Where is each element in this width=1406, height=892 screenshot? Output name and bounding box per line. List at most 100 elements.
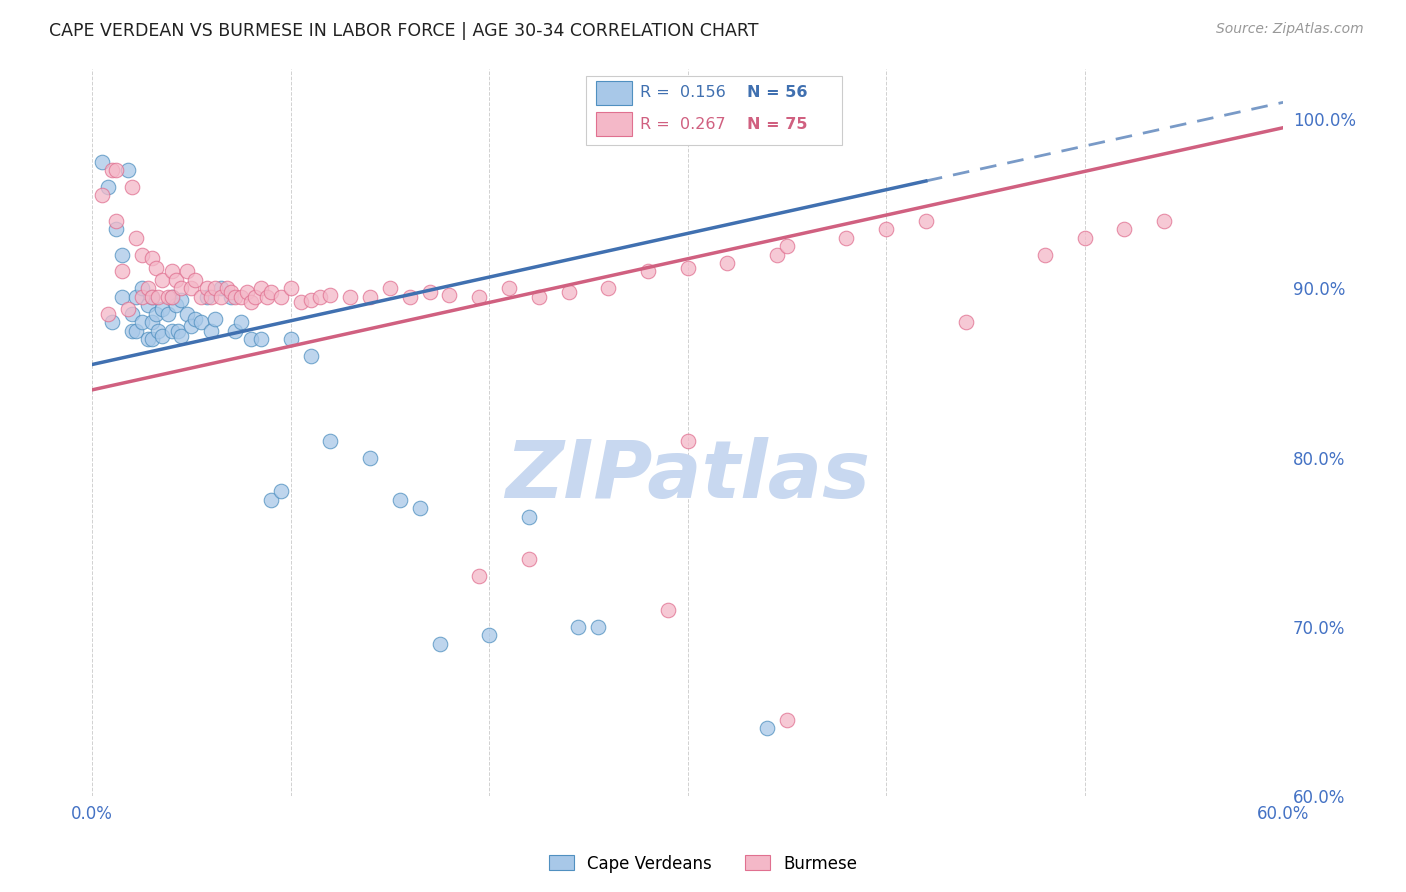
Point — [875, 222, 897, 236]
Point — [156, 307, 179, 321]
Point — [243, 290, 266, 304]
Point — [388, 492, 411, 507]
Point — [184, 311, 207, 326]
Point — [121, 324, 143, 338]
Point — [200, 290, 222, 304]
Point — [141, 251, 163, 265]
Point — [204, 281, 226, 295]
Point — [776, 239, 799, 253]
Point — [955, 315, 977, 329]
Point — [567, 620, 589, 634]
Text: R =  0.267: R = 0.267 — [640, 117, 725, 132]
Point — [131, 247, 153, 261]
Point — [125, 324, 148, 338]
Point — [219, 285, 242, 299]
Point — [339, 290, 361, 304]
FancyBboxPatch shape — [586, 76, 842, 145]
Point — [359, 450, 381, 465]
Point — [160, 290, 183, 304]
Point — [319, 434, 342, 448]
Point — [236, 285, 259, 299]
Point — [165, 298, 187, 312]
Point — [176, 307, 198, 321]
Point — [121, 180, 143, 194]
Point — [145, 307, 167, 321]
Point — [1153, 213, 1175, 227]
Point — [111, 290, 134, 304]
Point — [419, 285, 441, 299]
Point — [224, 290, 246, 304]
Point — [209, 290, 232, 304]
Point — [190, 315, 212, 329]
Point — [217, 281, 239, 295]
Point — [97, 180, 120, 194]
Point — [121, 307, 143, 321]
Point — [111, 247, 134, 261]
Point — [170, 281, 193, 295]
Point — [105, 163, 128, 178]
Point — [657, 603, 679, 617]
Point — [184, 273, 207, 287]
Legend: Cape Verdeans, Burmese: Cape Verdeans, Burmese — [541, 848, 865, 880]
Point — [195, 281, 218, 295]
Point — [160, 264, 183, 278]
Point — [676, 434, 699, 448]
Point — [156, 290, 179, 304]
Point — [309, 290, 332, 304]
Point — [117, 163, 139, 178]
Point — [260, 285, 283, 299]
Point — [150, 273, 173, 287]
Point — [105, 222, 128, 236]
Point — [1033, 247, 1056, 261]
Point — [219, 290, 242, 304]
Point — [160, 324, 183, 338]
Point — [166, 324, 188, 338]
Point — [239, 332, 262, 346]
Point — [637, 264, 659, 278]
Point — [200, 324, 222, 338]
Point — [270, 484, 292, 499]
Point — [131, 281, 153, 295]
Point — [408, 501, 430, 516]
Point — [190, 290, 212, 304]
Point — [125, 230, 148, 244]
Point — [180, 281, 202, 295]
Point — [319, 288, 342, 302]
Point — [195, 290, 218, 304]
Point — [141, 290, 163, 304]
Point — [117, 301, 139, 316]
Point — [766, 247, 789, 261]
Point — [170, 328, 193, 343]
Point — [145, 261, 167, 276]
Point — [180, 318, 202, 333]
Point — [517, 552, 540, 566]
Point — [91, 154, 114, 169]
Point — [141, 315, 163, 329]
Point — [136, 298, 159, 312]
Point — [468, 290, 491, 304]
Point — [101, 163, 124, 178]
Point — [136, 281, 159, 295]
Point — [598, 281, 620, 295]
Text: CAPE VERDEAN VS BURMESE IN LABOR FORCE | AGE 30-34 CORRELATION CHART: CAPE VERDEAN VS BURMESE IN LABOR FORCE |… — [49, 22, 759, 40]
Point — [256, 290, 278, 304]
Point — [229, 290, 252, 304]
Point — [239, 294, 262, 309]
Point — [224, 324, 246, 338]
Point — [176, 264, 198, 278]
Point — [270, 290, 292, 304]
Point — [160, 290, 183, 304]
Point — [209, 281, 232, 295]
Point — [141, 332, 163, 346]
Point — [131, 290, 153, 304]
Bar — [596, 81, 631, 105]
Point — [141, 290, 163, 304]
Text: R =  0.156: R = 0.156 — [640, 85, 725, 100]
Point — [204, 311, 226, 326]
Point — [398, 290, 420, 304]
Point — [498, 281, 520, 295]
Point — [250, 281, 273, 295]
Point — [125, 290, 148, 304]
Point — [146, 290, 169, 304]
Point — [165, 273, 187, 287]
